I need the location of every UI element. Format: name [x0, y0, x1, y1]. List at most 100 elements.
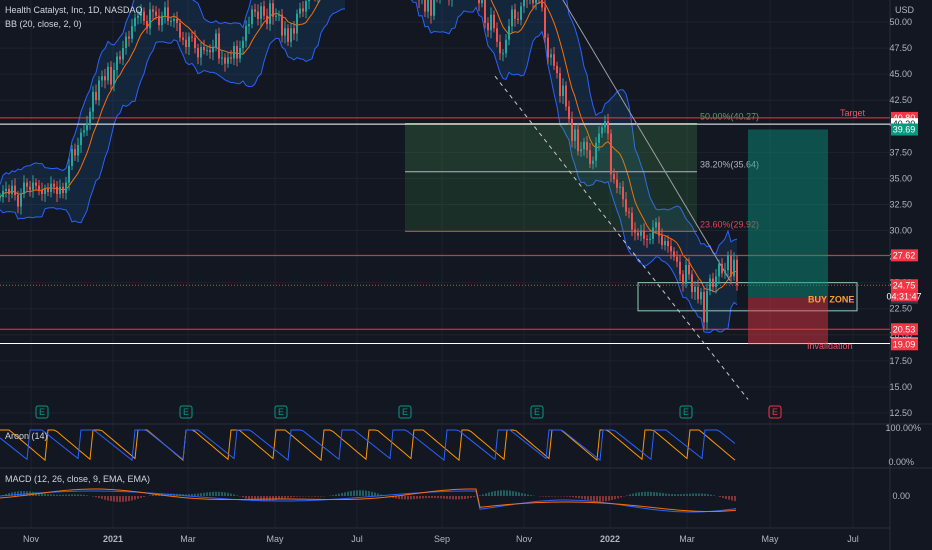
time-tick-label: Mar [180, 534, 196, 544]
price-tag[interactable] [891, 123, 918, 136]
price-tick-label: 30.00 [889, 226, 912, 236]
candle-body [610, 133, 612, 175]
price-tick-label: 15.00 [889, 382, 912, 392]
price-axis[interactable]: USD50.0047.5045.0042.5040.2037.5035.0032… [885, 5, 921, 501]
candle-body [670, 246, 672, 252]
aroon-legend[interactable]: Aroon (14) [5, 431, 48, 441]
price-tag-value[interactable]: 19.09 [893, 339, 916, 349]
candle-body [718, 263, 720, 277]
fib-level-label: 23.60%(29.92) [700, 219, 759, 229]
price-tag[interactable] [891, 279, 918, 292]
price-tag-value[interactable]: 40.80 [893, 113, 916, 123]
candle-body [290, 28, 292, 42]
candle-body [146, 20, 148, 29]
candle-body [664, 240, 666, 246]
price-tag[interactable] [891, 323, 918, 336]
candle-body [161, 15, 163, 26]
candle-body [550, 54, 552, 58]
aroon-up-line [0, 429, 736, 462]
candle-body [122, 48, 124, 60]
candle-body [505, 39, 507, 54]
bollinger-lower-line [410, 0, 738, 333]
candle-body [706, 291, 708, 323]
symbol-title[interactable]: Health Catalyst, Inc, 1D, NASDAQ [5, 5, 143, 15]
candle-body [164, 7, 166, 16]
candle-body [287, 28, 289, 42]
candle-body [278, 14, 280, 16]
candle-body [487, 23, 489, 31]
candle-body [424, 0, 426, 12]
candle-body [233, 45, 235, 59]
candle-body [50, 183, 52, 192]
candle-body [2, 190, 4, 198]
price-tick-label: 47.50 [889, 43, 912, 53]
candle-body [71, 149, 73, 166]
candle-body [167, 7, 169, 21]
candle-body [302, 8, 304, 12]
macd-tick-label: 0.00 [892, 491, 910, 501]
earnings-marker-label: E [39, 407, 45, 417]
candle-body [206, 50, 208, 52]
bb-legend[interactable]: BB (20, close, 2, 0) [5, 19, 82, 29]
candle-body [62, 186, 64, 193]
bollinger-band-fill [411, 0, 737, 333]
price-tag[interactable] [891, 338, 918, 351]
candle-body [532, 0, 534, 4]
price-tick-label: 42.50 [889, 95, 912, 105]
earnings-marker-label: E [534, 407, 540, 417]
time-axis[interactable]: Nov 2021 Mar May Jul Sep Nov 2022 Mar May Jul [23, 534, 859, 544]
earnings-marker [530, 405, 544, 419]
candle-body [658, 222, 660, 236]
countdown-value: 04:31:47 [886, 291, 921, 301]
candle-body [502, 53, 504, 55]
candle-body [631, 212, 633, 230]
candle-body [673, 251, 675, 257]
candle-body [580, 149, 582, 152]
price-tick-label: 32.50 [889, 199, 912, 209]
candle-body [224, 57, 226, 64]
candle-body [239, 48, 241, 59]
candle-body [499, 41, 501, 54]
candle-body [272, 3, 274, 17]
candle-body [643, 230, 645, 239]
candle-body [595, 142, 597, 161]
fib-level-label: 38.20%(35.64) [700, 160, 759, 170]
candle-body [700, 292, 702, 300]
candle-body [293, 28, 295, 34]
price-tag-value[interactable]: 27.62 [893, 250, 916, 260]
price-tick-label: 12.50 [889, 408, 912, 418]
candle-body [299, 8, 301, 14]
candle-body [523, 0, 525, 7]
candle-body [649, 238, 651, 240]
candle-body [26, 182, 28, 187]
price-tag-value[interactable]: 24.75 [893, 280, 916, 290]
invalidation-label: Invalidation [807, 341, 853, 351]
price-tag-value[interactable]: 20.53 [893, 324, 916, 334]
candle-body [604, 121, 606, 128]
candle-body [74, 149, 76, 156]
price-tag-value[interactable]: 39.69 [893, 124, 916, 134]
candle-body [110, 66, 112, 85]
macd-legend[interactable]: MACD (12, 26, close, 9, EMA, EMA) [5, 474, 151, 484]
candle-body [236, 45, 238, 59]
candle-body [191, 36, 193, 38]
candle-body [221, 57, 223, 59]
candle-body [218, 33, 220, 59]
candle-body [520, 6, 522, 20]
candle-body [248, 24, 250, 27]
candle-body [613, 174, 615, 180]
price-tick-label: 37.50 [889, 147, 912, 157]
candle-body [640, 230, 642, 236]
candle-body [137, 15, 139, 18]
price-tag[interactable] [891, 249, 918, 262]
candle-body [59, 186, 61, 195]
candle-body [661, 235, 663, 246]
candle-body [65, 182, 67, 193]
earnings-marker-label: E [772, 407, 778, 417]
time-tick-label: Nov [23, 534, 40, 544]
earnings-marker-label: E [402, 407, 408, 417]
candle-body [35, 182, 37, 186]
candle-body [269, 3, 271, 25]
